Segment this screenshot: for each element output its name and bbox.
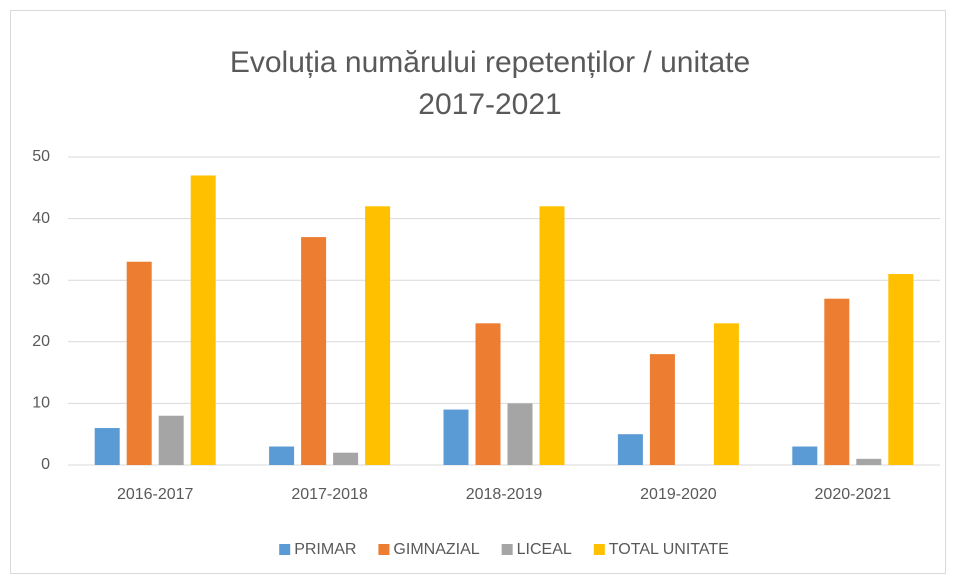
bar xyxy=(126,261,152,465)
bar xyxy=(507,403,533,465)
legend-label: LICEAL xyxy=(517,541,572,558)
x-tick-label: 2018-2019 xyxy=(466,486,543,503)
legend-swatch xyxy=(378,544,390,555)
bar xyxy=(792,446,818,465)
bar xyxy=(269,446,295,465)
bar xyxy=(158,415,184,465)
chart-border xyxy=(10,10,946,574)
bar xyxy=(539,206,565,465)
chart-title: Evoluția numărului repetenților / unitat… xyxy=(230,46,750,79)
y-tick-label: 0 xyxy=(41,456,50,473)
legend-swatch xyxy=(279,544,291,555)
legend-swatch xyxy=(593,544,605,555)
y-tick-label: 20 xyxy=(32,333,50,350)
y-tick-label: 50 xyxy=(32,148,50,165)
legend-swatch xyxy=(501,544,513,555)
x-tick-label: 2020-2021 xyxy=(815,486,892,503)
y-tick-label: 40 xyxy=(32,210,50,227)
x-tick-label: 2016-2017 xyxy=(117,486,194,503)
bar xyxy=(443,409,469,465)
legend-label: GIMNAZIAL xyxy=(393,541,479,558)
bar xyxy=(475,323,501,465)
x-tick-label: 2017-2018 xyxy=(291,486,368,503)
bar xyxy=(824,298,850,465)
y-tick-label: 30 xyxy=(32,271,50,288)
bar xyxy=(888,274,914,465)
bar xyxy=(617,434,643,465)
chart-title: 2017-2021 xyxy=(418,88,561,121)
bar xyxy=(649,354,675,465)
x-tick-label: 2019-2020 xyxy=(640,486,717,503)
bar xyxy=(301,237,327,465)
bar xyxy=(365,206,391,465)
legend-label: PRIMAR xyxy=(294,541,356,558)
legend-label: TOTAL UNITATE xyxy=(609,541,729,558)
bar xyxy=(94,428,120,465)
bar xyxy=(713,323,739,465)
bar xyxy=(856,458,882,465)
bar xyxy=(190,175,216,466)
y-tick-label: 10 xyxy=(32,395,50,412)
bar xyxy=(333,452,359,465)
